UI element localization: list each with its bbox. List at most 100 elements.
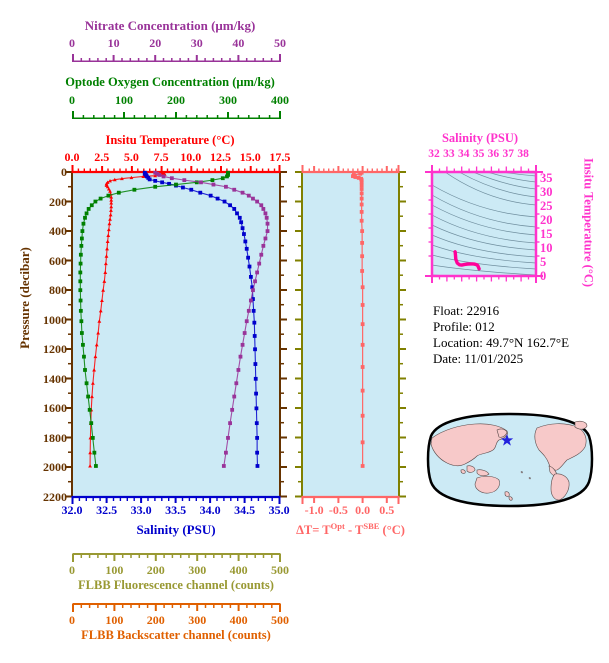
ts-temperature-ticks: 0 5 10 15 20 25 30 35 [540,165,566,290]
series-salinity [142,170,260,468]
salinity-ruler [71,495,281,504]
dt-label-2: - T [344,523,364,538]
temperature-ruler [71,165,281,174]
oxygen-tick-2: 200 [167,93,185,107]
pressure-tick-4: 800 [49,283,67,297]
delta-t-side-axes [295,171,406,498]
fluorescence-axis: 0 100 200 300 400 500 [69,553,289,581]
ts-temperature-title: Insitu Temperature (°C) [581,157,596,288]
landmasses [430,420,588,501]
delta-t-curve [351,170,365,468]
fluor-tick-5: 500 [271,563,289,577]
dt-tick-3: 0.5 [379,503,395,517]
oxygen-tick-3: 300 [219,93,237,107]
salinity-axis-title: Salinity (PSU) [136,522,216,537]
nitrate-axis-title: Nitrate Concentration (μm/kg) [84,18,256,33]
sal-tick-0: 32.0 [61,503,83,517]
oxygen-axis: 0 100 200 300 400 [69,93,289,119]
temp-tick-3: 7.5 [153,150,169,164]
ts-frame [425,165,543,283]
float-position-marker [500,434,514,446]
ts-salinity-title: Salinity (PSU) [441,131,519,145]
pressure-tick-3: 600 [49,253,67,268]
nitrate-tick-1: 10 [107,36,120,50]
oxygen-tick-0: 0 [69,93,75,107]
sal-tick-5: 34.5 [234,503,256,517]
backscatter-tick-5: 500 [271,613,289,627]
ts-sal-tick-3: 35 [472,148,485,160]
temperature-axis: 0.0 2.5 5.0 7.5 10.0 12.5 15.0 17.5 [65,150,291,172]
series-temperature [88,170,167,468]
ts-temp-tick-4: 20 [540,212,553,227]
backscatter-tick-2: 200 [146,613,165,627]
pressure-tick-0: 0 [61,165,67,179]
pressure-tick-11: 2200 [43,489,67,504]
sal-tick-6: 35.0 [268,503,290,517]
ts-diagram-plot[interactable] [425,165,550,290]
nitrate-tick-2: 20 [149,36,162,50]
float-info-row-float: Float: 22916 [433,303,569,319]
nitrate-axis: 0 10 20 30 40 50 [69,36,286,62]
temp-tick-4: 10.0 [180,150,202,164]
ts-sal-tick-2: 34 [457,148,470,160]
fluor-tick-3: 300 [188,563,207,577]
temp-tick-5: 12.5 [210,150,231,164]
fluorescence-ruler [72,553,281,562]
sal-tick-1: 32.5 [96,503,118,517]
temp-tick-6: 15.0 [239,150,261,164]
temperature-axis-title: Insitu Temperature (°C) [105,133,235,147]
ts-salinity-ticks: 32 33 34 35 36 37 38 [428,148,536,164]
float-info-block: Float: 22916 Profile: 012 Location: 49.7… [433,303,569,367]
profile-plot[interactable] [65,165,289,510]
nitrate-tick-3: 30 [190,36,203,50]
series-oxygen [78,170,230,468]
backscatter-tick-0: 0 [69,613,75,627]
dt-tick-2: 0.0 [355,503,371,517]
pressure-tick-9: 1800 [43,430,67,445]
date-value: 11/01/2025 [464,351,524,366]
nitrate-tick-5: 50 [274,36,286,50]
delta-t-plot[interactable] [295,165,407,510]
pressure-ticks: 0 200 400 600 800 1000 1200 1400 1600 18… [22,165,67,505]
delta-t-series [351,170,365,468]
oxygen-tick-1: 100 [115,93,133,107]
delta-t-ticks: -1.0 -0.5 0.0 0.5 [302,503,399,521]
pressure-tick-10: 2000 [43,460,67,474]
fluor-tick-1: 100 [105,563,124,577]
ts-sal-tick-5: 37 [502,148,515,160]
ts-temp-tick-7: 35 [540,170,553,185]
pressure-tick-5: 1000 [43,312,67,327]
profile-value: 012 [475,319,495,334]
float-label: Float: [433,303,464,318]
temp-tick-0: 0.0 [64,150,80,164]
delta-t-rulers [301,165,400,504]
dt-tick-0: -1.0 [304,503,324,517]
ts-sal-tick-6: 38 [517,148,529,160]
float-info-row-location: Location: 49.7°N 162.7°E [433,335,569,351]
oxygen-tick-4: 400 [271,93,289,107]
ts-temp-tick-1: 5 [540,254,547,269]
ts-temp-tick-6: 30 [540,184,553,199]
dt-label-sup2: SBE [363,521,380,531]
world-map[interactable] [425,410,595,510]
pressure-tick-2: 400 [49,224,67,238]
backscatter-ruler [72,603,281,612]
backscatter-axis: 0 100 200 300 400 500 [69,603,289,631]
oxygen-axis-ruler [72,111,281,119]
sal-tick-3: 33.5 [165,503,187,517]
ts-profile-curve [453,250,481,271]
pressure-tick-6: 1200 [43,342,67,356]
ts-sal-tick-1: 33 [443,148,455,160]
pressure-tick-1: 200 [49,194,67,209]
fluor-tick-4: 400 [229,563,248,577]
ts-temp-tick-5: 25 [540,198,553,213]
series-nitrate [153,170,270,468]
backscatter-axis-title: FLBB Backscatter channel (counts) [81,628,271,642]
salinity-ticks: 32.0 32.5 33.0 33.5 34.0 34.5 35.0 [62,503,290,521]
profile-label: Profile: [433,319,472,334]
temp-tick-7: 17.5 [269,150,291,164]
temp-tick-2: 5.0 [123,150,139,164]
ts-temp-tick-0: 0 [540,269,547,283]
pressure-axis-line [65,171,73,498]
right-axis-line [279,171,287,498]
